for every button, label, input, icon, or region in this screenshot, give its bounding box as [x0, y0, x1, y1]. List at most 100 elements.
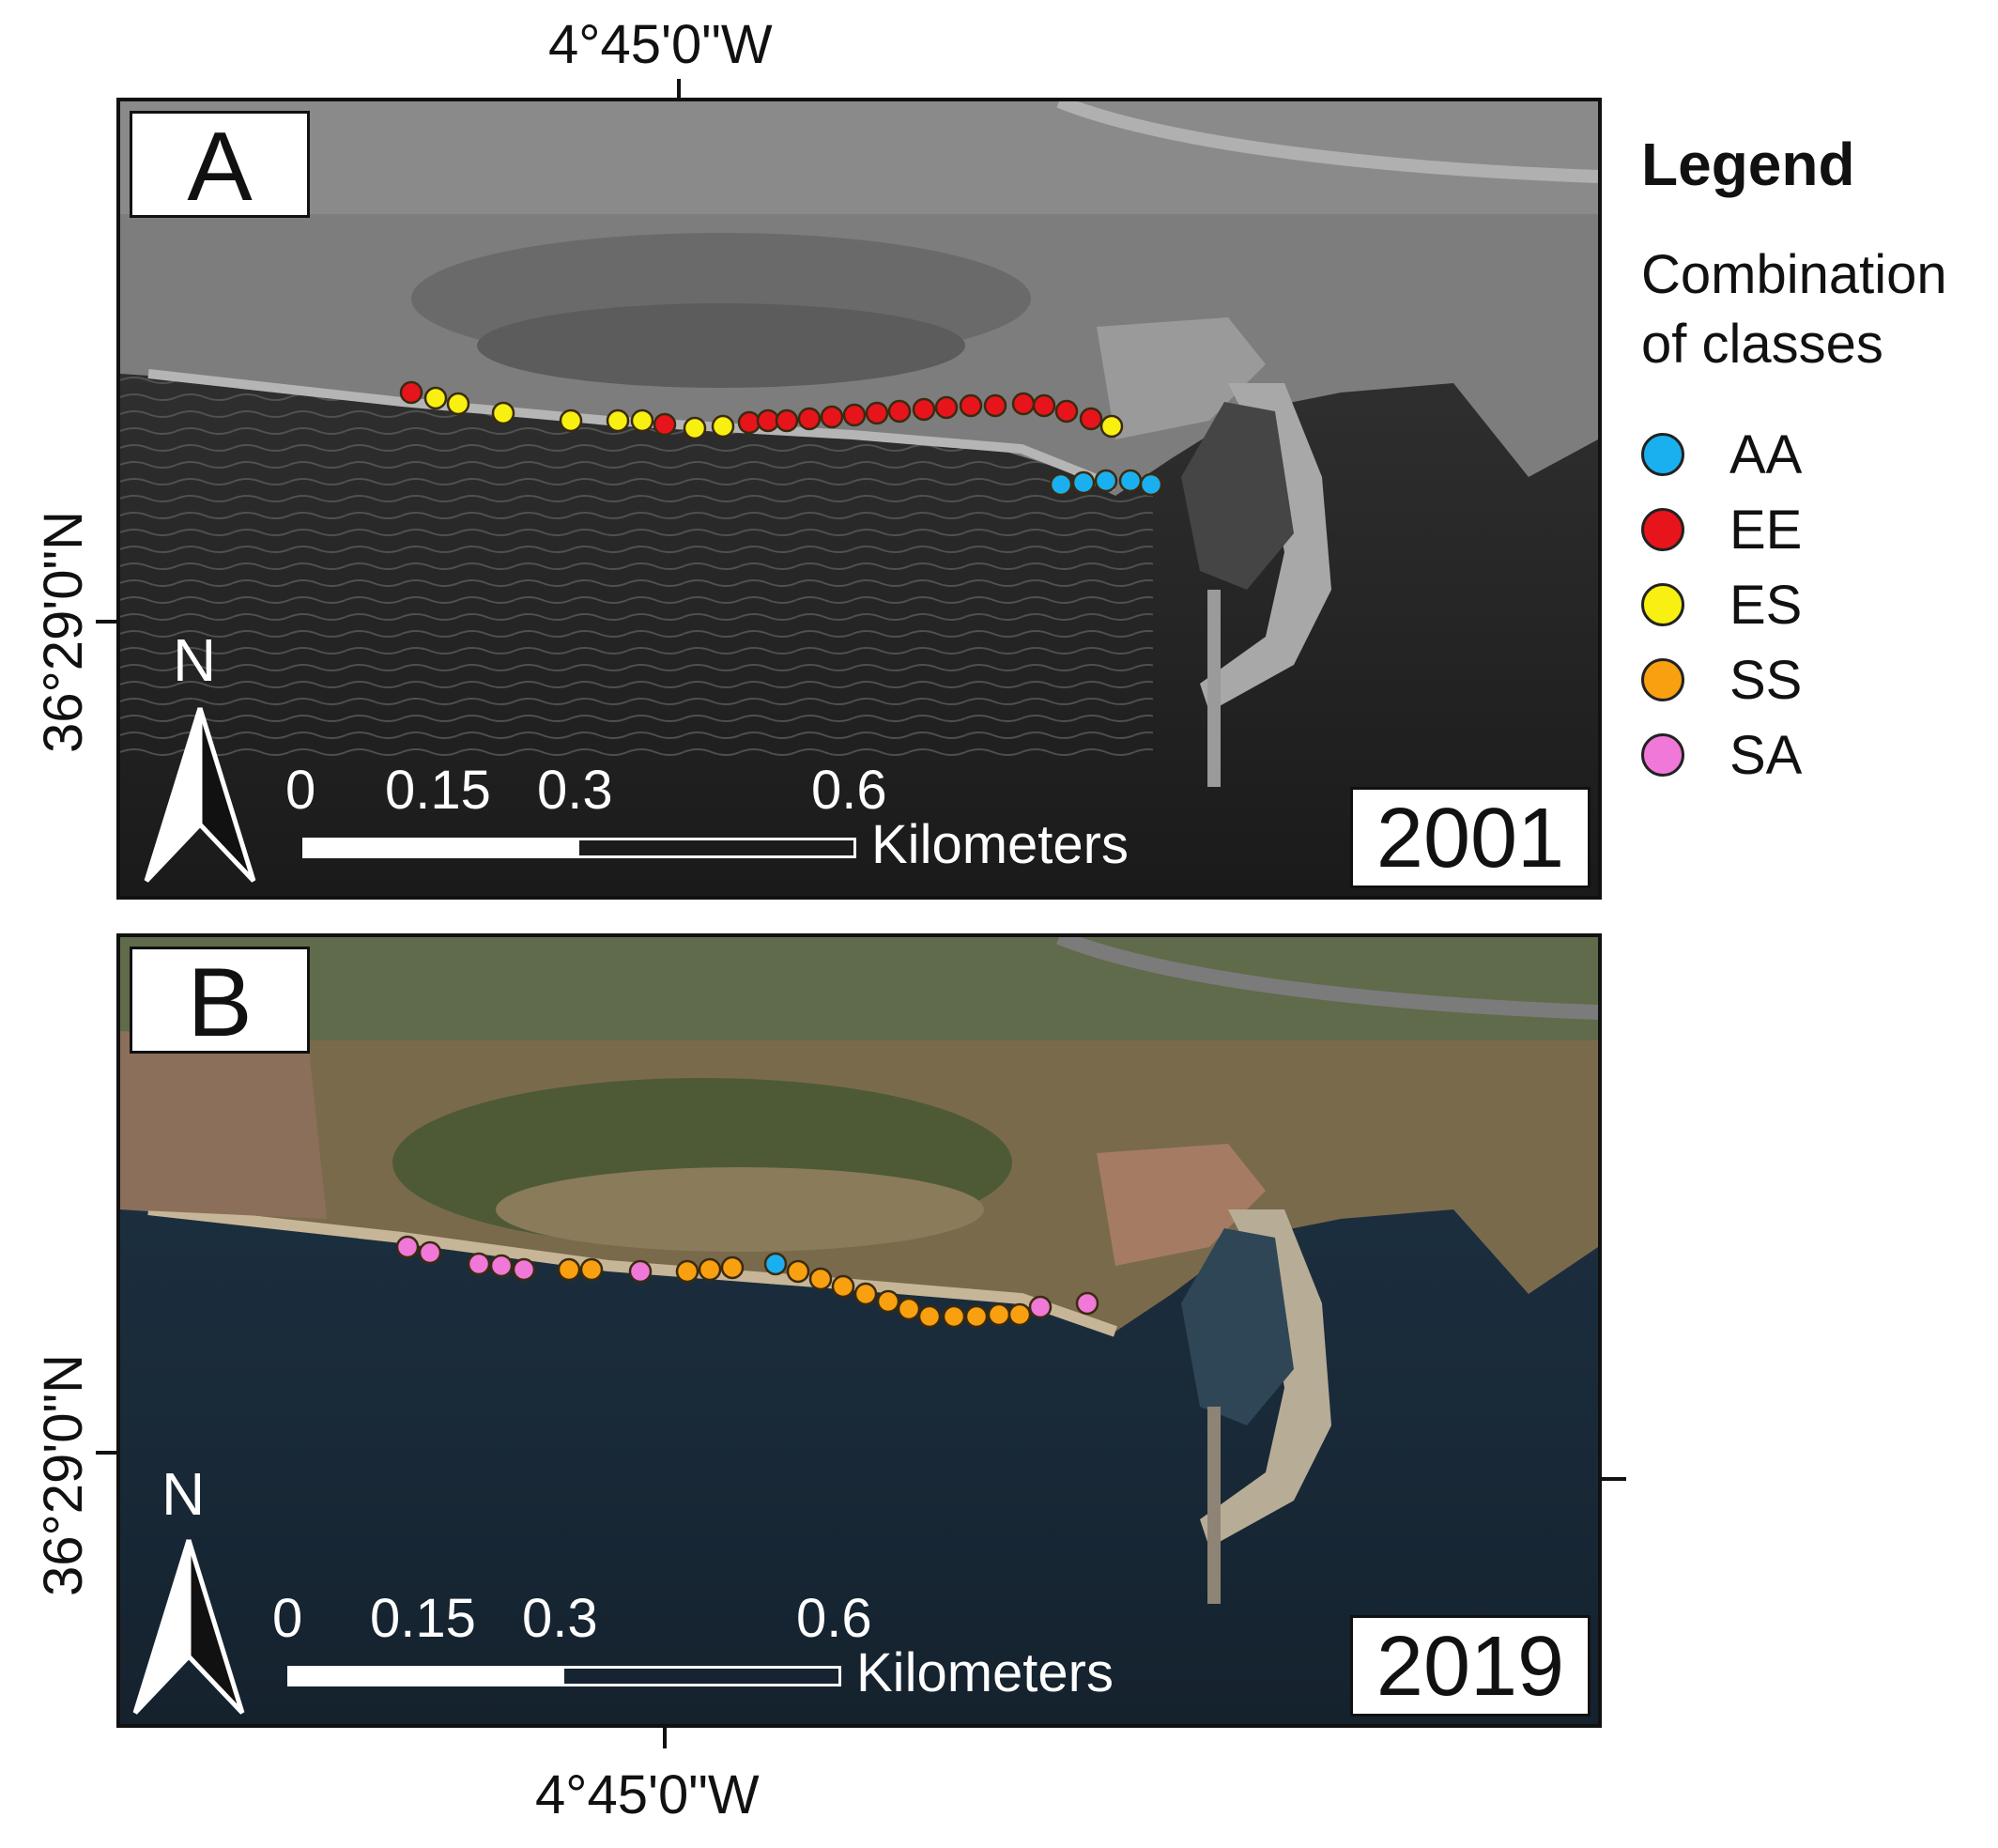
sample-points-2001: [399, 380, 1163, 497]
sample-point-ss: [853, 1282, 878, 1306]
panel-letter-a: A: [130, 111, 310, 221]
scale-label-06: 0.6: [796, 1588, 872, 1649]
sample-point-ee: [912, 397, 936, 422]
sample-point-ee: [1032, 393, 1056, 418]
scale-label-03: 0.3: [522, 1588, 598, 1649]
sample-point-ee: [934, 395, 959, 420]
sample-point-ss: [808, 1267, 833, 1291]
sample-point-ss: [579, 1257, 604, 1282]
north-label-a: N: [173, 626, 217, 694]
year-label-2019: 2019: [1350, 1615, 1591, 1717]
sample-point-ee: [887, 399, 912, 424]
legend-label-es: ES: [1729, 574, 1803, 636]
latitude-tick-b-right: [1602, 1477, 1626, 1481]
sample-point-sa: [628, 1259, 653, 1284]
sample-point-ee: [1054, 399, 1079, 424]
latitude-tick-b: [96, 1451, 118, 1455]
latitude-label-b: 36°29'0"N: [33, 1353, 94, 1596]
sample-point-aa: [1118, 469, 1143, 493]
scale-unit: Kilometers: [871, 814, 1129, 875]
sample-point-sa: [512, 1257, 536, 1282]
latitude-label-a: 36°29'0"N: [33, 510, 94, 753]
scale-label-0: 0: [272, 1588, 303, 1649]
sample-point-sa: [1028, 1295, 1053, 1319]
legend-item-sa: SA: [1641, 717, 1942, 793]
longitude-label-bottom: 4°45'0"W: [535, 1764, 760, 1825]
sample-point-ee: [1079, 407, 1103, 431]
sample-point-ss: [987, 1302, 1011, 1327]
sample-point-ee: [797, 407, 822, 431]
legend-swatch-ss: [1641, 658, 1684, 701]
sample-point-ss: [917, 1304, 942, 1329]
map-panel-2019: B 2019 N 0 0.15 0.3 0.6 Kilometers: [116, 933, 1602, 1728]
scale-label-0: 0: [285, 760, 316, 821]
year-label-2001: 2001: [1350, 787, 1591, 888]
scale-bar: [302, 838, 856, 858]
sample-point-ee: [959, 393, 983, 418]
longitude-label-top: 4°45'0"W: [548, 14, 773, 75]
latitude-tick-a: [96, 620, 118, 624]
sample-point-ss: [831, 1274, 855, 1299]
north-arrow-icon: [132, 1539, 245, 1715]
sample-point-ss: [942, 1304, 966, 1329]
legend-label-ee: EE: [1729, 499, 1803, 561]
legend-item-ss: SS: [1641, 642, 1942, 717]
legend-item-ee: EE: [1641, 492, 1942, 567]
scale-label-06: 0.6: [811, 760, 887, 821]
legend-label-aa: AA: [1729, 424, 1803, 485]
sample-point-ss: [964, 1304, 989, 1329]
sample-point-ee: [983, 393, 1007, 418]
legend-label-sa: SA: [1729, 724, 1803, 786]
sample-point-ee: [737, 410, 761, 435]
legend-label-ss: SS: [1729, 649, 1803, 711]
sample-point-ss: [675, 1259, 699, 1284]
sample-point-ss: [1007, 1302, 1032, 1327]
sample-point-aa: [1094, 469, 1118, 493]
panel-letter-b: B: [130, 947, 310, 1056]
legend-swatch-ee: [1641, 508, 1684, 551]
sample-point-es: [423, 386, 448, 410]
aerial-image-2001: [120, 101, 1598, 896]
sample-point-sa: [1075, 1291, 1099, 1316]
sample-point-ee: [865, 401, 889, 425]
legend-item-es: ES: [1641, 567, 1942, 642]
legend-title: Legend: [1641, 131, 1855, 198]
sample-point-ee: [842, 403, 867, 427]
sample-point-ss: [876, 1289, 900, 1314]
sample-point-aa: [1071, 470, 1096, 495]
sample-point-ss: [786, 1259, 810, 1284]
longitude-tick-top: [677, 79, 681, 100]
sample-point-es: [1099, 414, 1124, 439]
sample-point-ee: [820, 405, 844, 429]
legend-item-aa: AA: [1641, 417, 1942, 492]
scale-label-03: 0.3: [537, 760, 613, 821]
scale-unit: Kilometers: [856, 1642, 1114, 1703]
sample-point-es: [559, 408, 583, 433]
legend-subtitle: Combination of classes: [1641, 244, 1947, 375]
scale-bar: [287, 1666, 841, 1686]
north-arrow-icon: [144, 707, 256, 883]
aerial-image-2019: [120, 937, 1598, 1724]
north-label-b: N: [161, 1460, 206, 1528]
sample-point-aa: [763, 1252, 788, 1276]
sample-point-es: [606, 408, 630, 433]
longitude-tick-bottom: [663, 1728, 667, 1748]
scale-label-015: 0.15: [385, 760, 491, 821]
sample-point-sa: [418, 1240, 442, 1265]
sample-point-ss: [720, 1255, 745, 1280]
sample-point-sa: [489, 1254, 514, 1278]
sample-points-2019: [395, 1235, 1099, 1329]
sample-point-es: [683, 416, 707, 440]
scale-label-015: 0.15: [370, 1588, 476, 1649]
sample-point-ee: [775, 408, 799, 433]
sample-point-es: [491, 401, 515, 425]
legend-swatch-aa: [1641, 433, 1684, 476]
sample-point-ee: [1011, 392, 1036, 416]
sample-point-ee: [653, 412, 677, 437]
legend-swatch-es: [1641, 583, 1684, 626]
map-panel-2001: A 2001 N 0 0.15 0.3 0.6 Kilometers: [116, 98, 1602, 900]
sample-point-ee: [399, 380, 423, 405]
sample-point-sa: [395, 1235, 420, 1259]
sample-point-es: [446, 392, 470, 416]
sample-point-sa: [467, 1252, 491, 1276]
